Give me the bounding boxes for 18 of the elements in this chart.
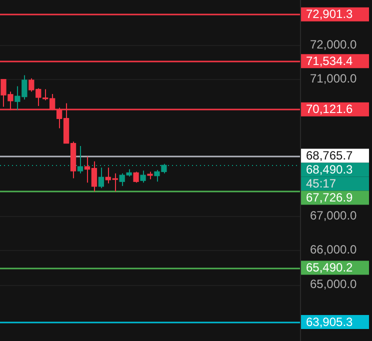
ref-line-label: 68,490.3 — [306, 162, 354, 177]
y-tick-label: 72,000.0 — [310, 37, 358, 52]
y-tick-label: 65,000.0 — [310, 276, 358, 291]
ref-line-label: 70,121.6 — [306, 102, 354, 116]
ref-line-label: 71,534.4 — [306, 54, 354, 68]
text: 45:17 — [306, 176, 336, 191]
y-tick-label: 66,000.0 — [310, 242, 358, 257]
ref-line-label: 72,901.3 — [306, 7, 354, 22]
candlestick — [133, 171, 139, 184]
ref-line-label: 63,905.3 — [306, 314, 354, 329]
candlestick — [98, 167, 104, 189]
ref-line-label: 65,490.2 — [306, 260, 354, 275]
ref-line-label: 68,765.7 — [306, 148, 354, 163]
candlestick — [140, 170, 146, 184]
candlestick — [77, 146, 84, 174]
y-tick-label: 67,000.0 — [310, 208, 358, 222]
ref-line-label: 67,726.9 — [306, 190, 354, 205]
y-tick-label: 71,000.0 — [310, 72, 358, 86]
